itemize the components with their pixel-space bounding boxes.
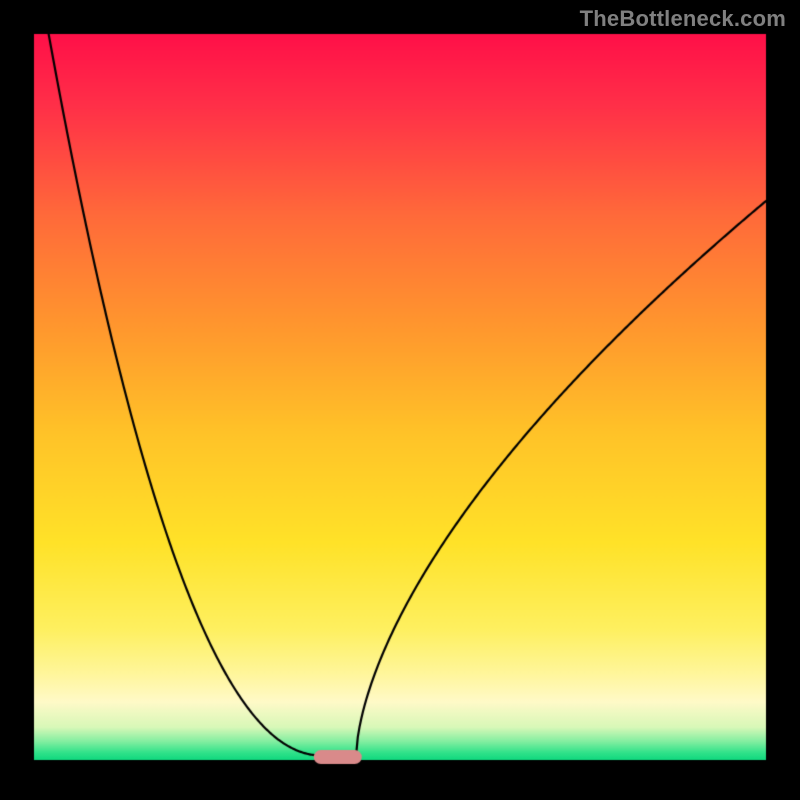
watermark-text: TheBottleneck.com (580, 6, 786, 32)
bottleneck-curve-chart (0, 0, 800, 800)
